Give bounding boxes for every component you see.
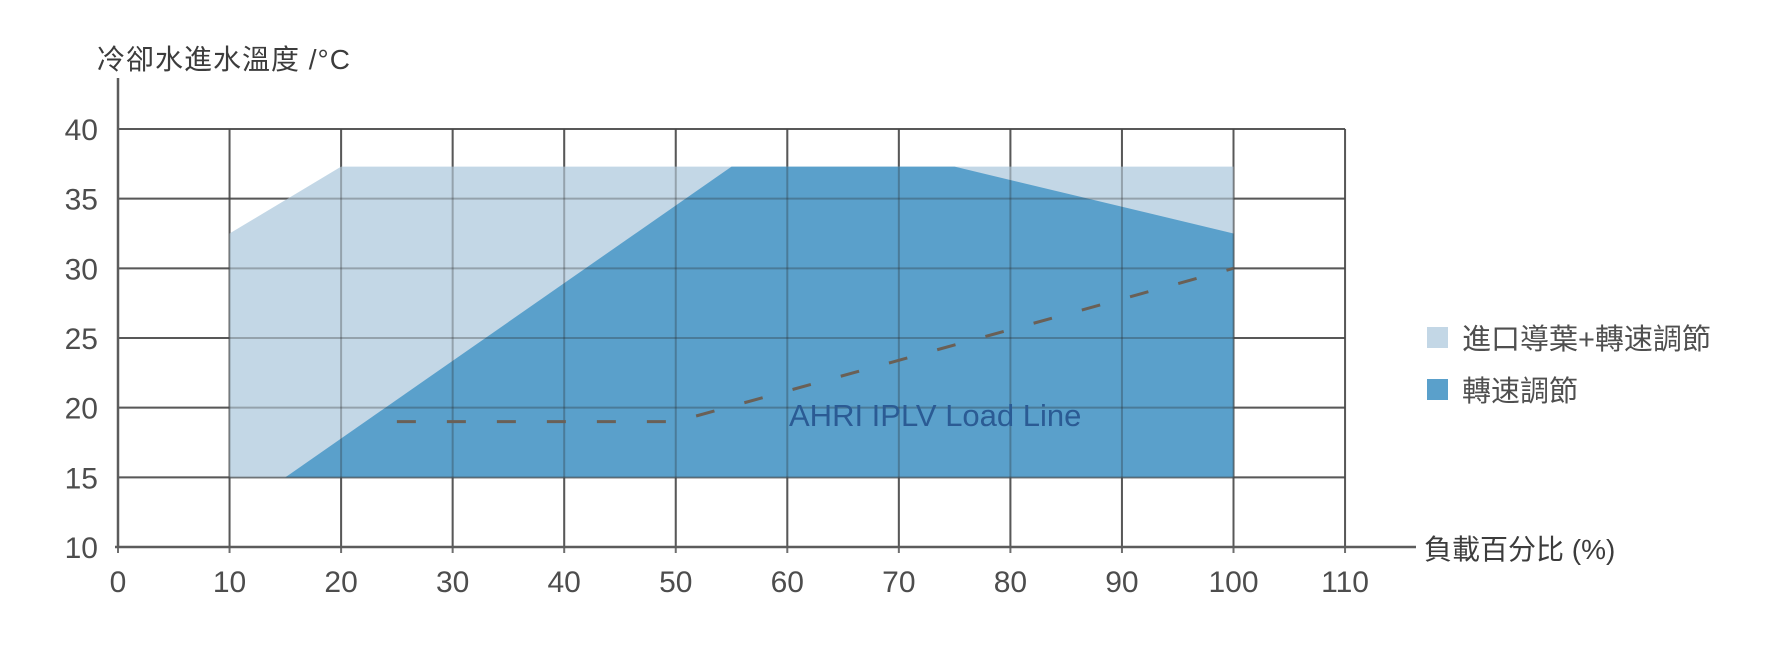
y-tick-label: 40 [65,114,98,147]
y-tick-label: 30 [65,253,98,286]
x-tick-label: 100 [1208,566,1258,599]
x-tick-label: 60 [771,566,804,599]
ahri-iplv-load-line [396,266,1234,424]
x-tick-label: 40 [548,566,581,599]
legend-label: 進口導葉+轉速調節 [1462,324,1711,356]
legend-swatch-igv-speed [1427,326,1448,348]
x-tick-label: 80 [994,566,1027,599]
legend-label: 轉速調節 [1462,376,1579,408]
area-series-1 [285,166,1234,478]
y-tick-label: 15 [65,462,98,495]
x-tick-label: 10 [213,566,246,599]
y-tick-label: 35 [65,184,98,217]
y-tick-label: 20 [65,393,98,426]
legend-item: 轉速調節 [1427,373,1711,408]
x-tick-label: 50 [659,566,692,599]
legend-swatch-speed [1427,378,1448,400]
x-tick-label: 70 [882,566,915,599]
x-tick-label: 30 [436,566,469,599]
y-axis-title: 冷卻水進水溫度 /°C [97,44,351,75]
legend-item: 進口導葉+轉速調節 [1427,321,1711,356]
y-tick-label: 25 [65,323,98,356]
legend: 進口導葉+轉速調節 轉速調節 [1427,321,1711,408]
y-tick-label: 10 [65,532,98,565]
x-tick-label: 110 [1321,566,1369,599]
x-axis-title: 負載百分比 (%) [1424,534,1616,565]
x-tick-label: 0 [110,566,127,599]
load-line-label: AHRI IPLV Load Line [789,398,1082,433]
x-tick-label: 90 [1105,566,1138,599]
x-tick-label: 20 [324,566,357,599]
